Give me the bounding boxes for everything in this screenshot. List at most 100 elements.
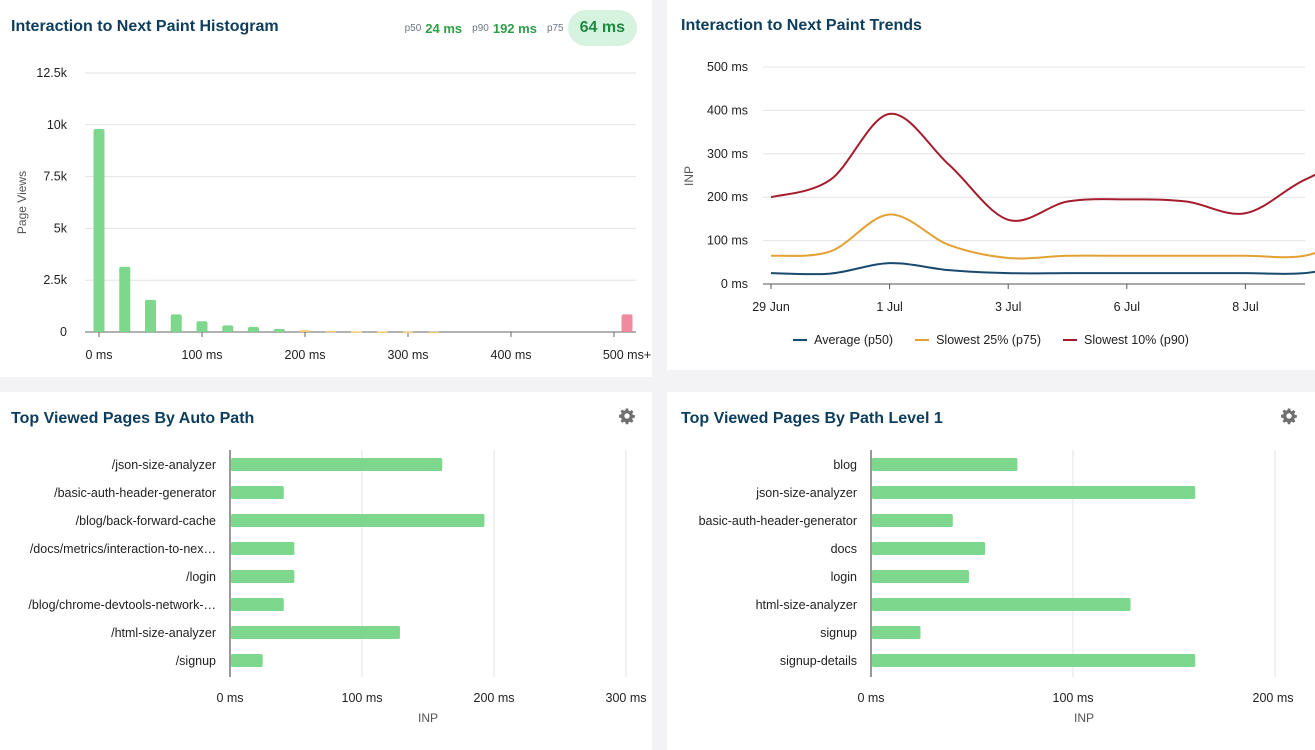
legend-item-p50[interactable]: Average (p50) [793, 333, 893, 347]
inp-bar [231, 458, 443, 471]
x-tick-label: 300 ms [388, 348, 429, 362]
inp-bar [872, 570, 969, 583]
p90-value: 192 ms [492, 20, 537, 36]
inp-bar [231, 514, 485, 527]
y-tick-label: 0 ms [721, 277, 748, 291]
y-axis-label: Page Views [15, 171, 29, 234]
x-tick-label: 200 ms [1253, 691, 1294, 705]
y-tick-label: 400 ms [707, 103, 748, 117]
category-label: login [831, 570, 857, 584]
trends-title: Interaction to Next Paint Trends [681, 17, 922, 34]
x-tick-label: 6 Jul [1114, 300, 1140, 314]
histogram-bar [170, 314, 182, 332]
path-level-chart: 0 ms 100 ms 200 ms INP blog json-size-analyze… [699, 450, 1294, 725]
histogram-bar [222, 325, 234, 332]
x-tick-label: 8 Jul [1232, 300, 1258, 314]
y-tick-label: 0 [60, 325, 67, 339]
category-label: html-size-analyzer [756, 598, 857, 612]
x-tick-label: 1 Jul [876, 300, 902, 314]
inp-bar [231, 486, 284, 499]
histogram-bar [428, 331, 440, 334]
x-tick-label: 0 ms [857, 691, 884, 705]
trends-chart: 0 ms 100 ms 200 ms 300 ms 400 ms 500 ms INP 29 … [682, 60, 1315, 314]
category-label: /signup [176, 654, 216, 668]
series-line-p75 [770, 213, 1315, 260]
histogram-bar [248, 326, 259, 332]
category-label: json-size-analyzer [755, 486, 857, 500]
y-tick-label: 500 ms [707, 60, 748, 74]
series-line-p90 [770, 112, 1315, 222]
category-label: /blog/chrome-devtools-network-… [28, 598, 216, 612]
category-label: /docs/metrics/interaction-to-nex… [30, 542, 216, 556]
category-label: docs [831, 542, 857, 556]
y-tick-label: 200 ms [707, 190, 748, 204]
category-label: signup-details [780, 654, 857, 668]
histogram-bar [402, 331, 414, 334]
gear-icon[interactable] [1281, 408, 1297, 425]
x-tick-label: 100 ms [182, 348, 223, 362]
legend-swatch-p90 [1063, 339, 1077, 341]
category-label: /html-size-analyzer [111, 626, 216, 640]
inp-bar [872, 542, 986, 555]
histogram-bar [145, 299, 156, 332]
x-tick-label: 300 ms [606, 691, 647, 705]
inp-bar [231, 626, 400, 639]
histogram-title: Interaction to Next Paint Histogram [11, 18, 279, 35]
inp-bar [231, 598, 284, 611]
histogram-bar [93, 128, 105, 332]
x-tick-label: 3 Jul [995, 300, 1021, 314]
category-label: /login [186, 570, 216, 584]
histogram-bar [299, 330, 311, 332]
x-tick-label: 200 ms [285, 348, 326, 362]
trends-panel: Interaction to Next Paint Trends 0 ms 100… [667, 0, 1315, 370]
x-tick-label: 500 ms+ [603, 348, 651, 362]
gear-icon[interactable] [619, 408, 635, 425]
inp-bar [231, 542, 295, 555]
category-label: /json-size-analyzer [112, 458, 216, 472]
x-tick-label: 100 ms [1053, 691, 1094, 705]
inp-bar [872, 598, 1131, 611]
y-tick-label: 12.5k [36, 66, 67, 80]
path-level-title: Top Viewed Pages By Path Level 1 [681, 410, 943, 427]
x-tick-label: 29 Jun [752, 300, 790, 314]
legend-label-p50: Average (p50) [814, 333, 894, 347]
auto-path-chart: 0 ms 100 ms 200 ms 300 ms INP/json-size-anal… [28, 450, 647, 725]
inp-bar [872, 458, 1018, 471]
y-tick-label: 100 ms [707, 234, 748, 248]
inp-bar [231, 570, 295, 583]
x-axis-label: INP [418, 711, 438, 725]
p75-value-badge: 64 ms [567, 10, 637, 46]
inp-bar [872, 626, 921, 639]
y-axis-label: INP [682, 166, 696, 186]
category-label: signup [820, 626, 857, 640]
histogram-bar [273, 328, 285, 332]
x-tick-label: 0 ms [85, 348, 112, 362]
inp-bar [872, 654, 1196, 667]
legend-swatch-p50 [793, 339, 808, 341]
y-tick-label: 10k [47, 118, 68, 132]
inp-bar [872, 514, 953, 527]
histogram-chart: 0 2.5k 5k 7.5k 10k 12.5k Page Views 0 ms 100 ms 2… [15, 66, 651, 362]
y-tick-label: 7.5k [43, 170, 67, 184]
legend-item-p75[interactable]: Slowest 25% (p75) [915, 333, 1041, 347]
x-tick-label: 0 ms [216, 691, 243, 705]
x-axis-label: INP [1074, 711, 1094, 725]
y-tick-label: 300 ms [707, 147, 748, 161]
legend-label-p90: Slowest 10% (p90) [1084, 333, 1189, 347]
x-tick-label: 200 ms [474, 691, 515, 705]
y-tick-label: 5k [54, 221, 68, 235]
category-label: /basic-auth-header-generator [54, 486, 216, 500]
auto-path-panel: Top Viewed Pages By Auto Path 0 ms 100 ms… [0, 392, 652, 750]
auto-path-title: Top Viewed Pages By Auto Path [11, 410, 255, 427]
category-label: blog [833, 458, 857, 472]
inp-bar [872, 486, 1196, 499]
percentile-stats: p50 24 ms p90 192 ms p75 64 ms [405, 10, 637, 46]
histogram-bar [351, 331, 362, 333]
x-tick-label: 400 ms [491, 348, 532, 362]
path-level-panel: Top Viewed Pages By Path Level 1 0 ms 100… [667, 392, 1315, 750]
legend-item-p90[interactable]: Slowest 10% (p90) [1063, 333, 1189, 347]
trends-legend: Average (p50) Slowest 25% (p75) Slowest … [667, 333, 1315, 347]
inp-bar [231, 654, 263, 667]
histogram-bar [621, 314, 633, 332]
histogram-bar [119, 266, 131, 332]
